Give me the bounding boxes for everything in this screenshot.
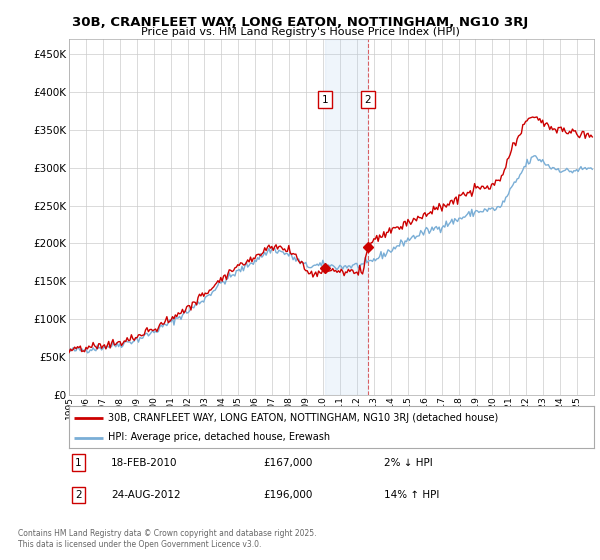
Text: £167,000: £167,000 bbox=[263, 458, 313, 468]
Text: 30B, CRANFLEET WAY, LONG EATON, NOTTINGHAM, NG10 3RJ: 30B, CRANFLEET WAY, LONG EATON, NOTTINGH… bbox=[72, 16, 528, 29]
Text: 2: 2 bbox=[75, 490, 82, 500]
Text: 1: 1 bbox=[75, 458, 82, 468]
Text: 18-FEB-2010: 18-FEB-2010 bbox=[111, 458, 178, 468]
Text: 1: 1 bbox=[322, 95, 329, 105]
Text: £196,000: £196,000 bbox=[263, 490, 313, 500]
Text: 30B, CRANFLEET WAY, LONG EATON, NOTTINGHAM, NG10 3RJ (detached house): 30B, CRANFLEET WAY, LONG EATON, NOTTINGH… bbox=[109, 413, 499, 423]
Bar bbox=[325, 39, 368, 395]
Text: 24-AUG-2012: 24-AUG-2012 bbox=[111, 490, 181, 500]
Text: HPI: Average price, detached house, Erewash: HPI: Average price, detached house, Erew… bbox=[109, 432, 331, 442]
Text: Price paid vs. HM Land Registry's House Price Index (HPI): Price paid vs. HM Land Registry's House … bbox=[140, 27, 460, 37]
Text: 2: 2 bbox=[365, 95, 371, 105]
Text: 2% ↓ HPI: 2% ↓ HPI bbox=[384, 458, 433, 468]
Text: Contains HM Land Registry data © Crown copyright and database right 2025.
This d: Contains HM Land Registry data © Crown c… bbox=[18, 529, 317, 549]
Text: 14% ↑ HPI: 14% ↑ HPI bbox=[384, 490, 439, 500]
